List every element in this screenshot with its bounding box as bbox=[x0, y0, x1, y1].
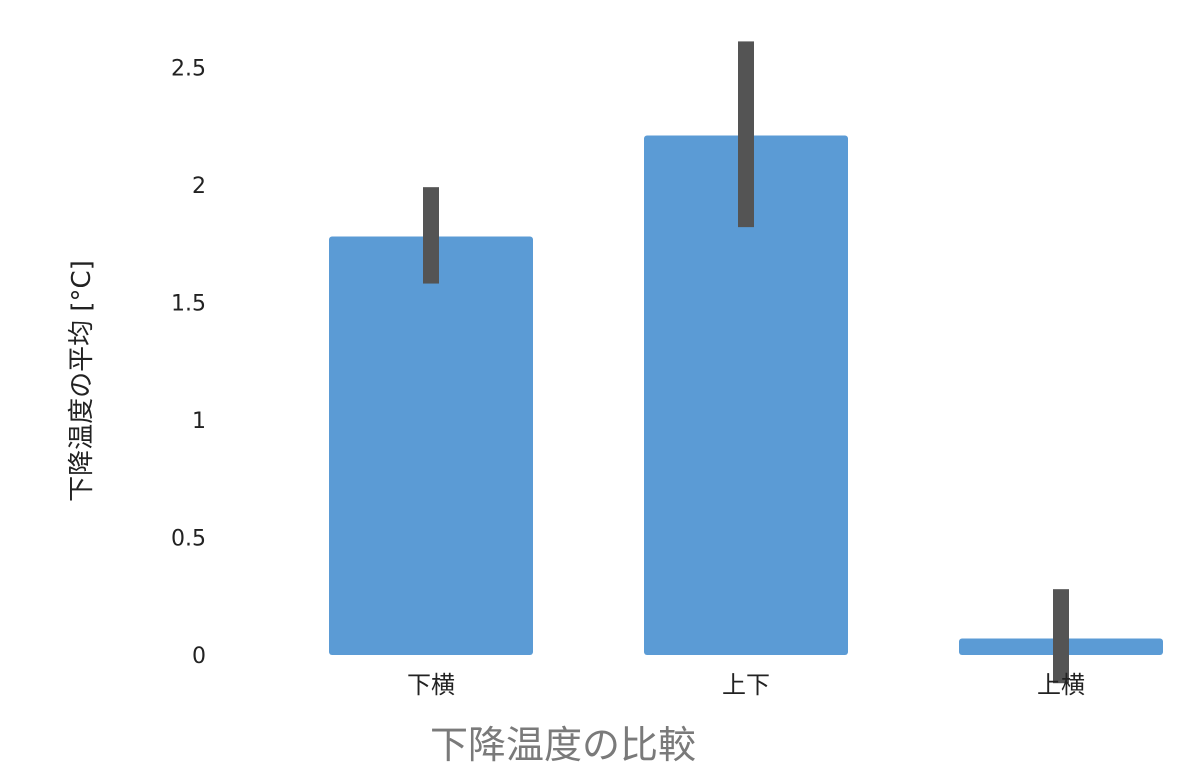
x-tick-label: 上横 bbox=[1037, 671, 1085, 699]
x-axis-label: 下降温度の比較 bbox=[430, 723, 696, 767]
error-bars-layer bbox=[423, 41, 1069, 684]
y-tick-label: 1 bbox=[192, 409, 206, 434]
y-tick-label: 0.5 bbox=[171, 526, 206, 551]
y-axis-ticks: 0 0.5 1 1.5 2 2.5 bbox=[171, 56, 206, 669]
error-bar-3 bbox=[1053, 589, 1069, 684]
y-axis-label: 下降温度の平均 [°C] bbox=[67, 260, 97, 502]
bar-1 bbox=[329, 236, 533, 655]
x-tick-label: 上下 bbox=[722, 671, 770, 699]
y-tick-label: 1.5 bbox=[171, 291, 206, 316]
x-tick-label: 下横 bbox=[407, 671, 455, 699]
y-tick-label: 2 bbox=[192, 174, 206, 199]
x-axis-ticks: 下横 上下 上横 bbox=[407, 671, 1085, 699]
y-tick-label: 0 bbox=[192, 644, 206, 669]
error-bar-1 bbox=[423, 187, 439, 284]
bar-2 bbox=[644, 135, 848, 655]
error-bar-2 bbox=[738, 41, 754, 228]
y-tick-label: 2.5 bbox=[171, 56, 206, 81]
bars-layer bbox=[329, 135, 1163, 655]
